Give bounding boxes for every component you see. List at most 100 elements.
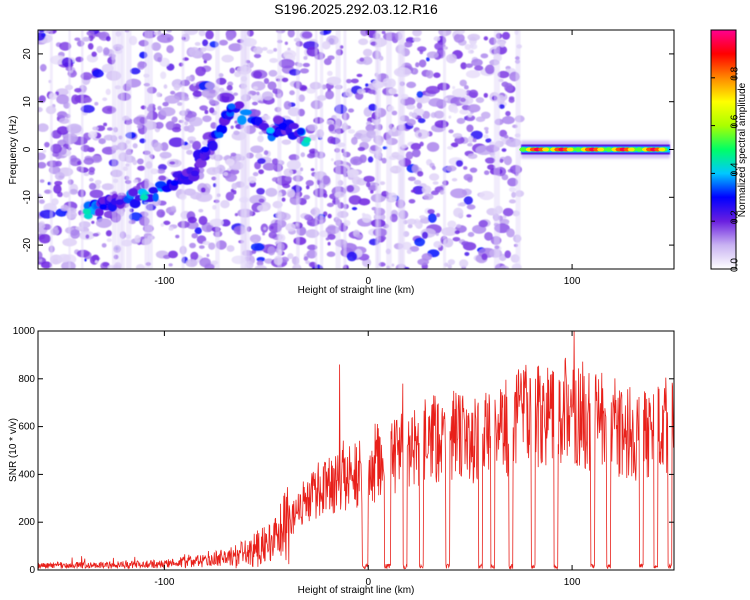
noise-blob <box>300 152 306 158</box>
noise-blob <box>257 135 264 143</box>
noise-blob <box>410 189 416 193</box>
noise-blob <box>265 187 278 197</box>
noise-stripe <box>386 30 392 269</box>
carrier-bead <box>519 147 528 152</box>
noise-blob <box>421 185 432 194</box>
noise-blob <box>470 49 474 54</box>
noise-blob <box>447 259 456 265</box>
noise-blob <box>484 64 495 75</box>
noise-blob <box>261 91 274 101</box>
ridge-peak <box>82 208 91 215</box>
noise-blob <box>306 249 318 259</box>
x-tick-label: 100 <box>564 577 581 588</box>
noise-stripe <box>144 30 149 269</box>
noise-blob <box>414 129 430 140</box>
noise-blob <box>464 251 470 257</box>
noise-blob <box>483 36 489 41</box>
noise-stripe <box>296 30 300 269</box>
noise-blob <box>60 204 69 212</box>
noise-blob <box>153 142 163 152</box>
noise-blob <box>194 227 202 235</box>
noise-blob <box>434 120 449 129</box>
noise-blob <box>80 72 93 81</box>
noise-blob <box>102 47 110 56</box>
noise-blob <box>254 264 268 269</box>
noise-blob <box>94 101 99 106</box>
x-tick-label: -100 <box>154 276 174 287</box>
noise-stripe <box>81 30 84 269</box>
noise-blob <box>156 91 161 98</box>
noise-blob <box>195 192 213 203</box>
noise-blob <box>501 174 509 181</box>
noise-blob <box>485 138 492 143</box>
noise-blob <box>351 206 358 211</box>
noise-blob <box>305 179 314 187</box>
noise-blob <box>365 83 369 87</box>
noise-blob <box>308 261 317 268</box>
noise-blob <box>502 31 511 40</box>
noise-blob <box>456 224 462 228</box>
noise-blob <box>368 185 378 192</box>
noise-blob <box>463 166 468 170</box>
noise-blob <box>465 70 481 79</box>
noise-blob <box>220 88 224 92</box>
noise-blob <box>201 222 214 233</box>
noise-blob <box>201 88 218 99</box>
ridge-blob <box>208 141 218 151</box>
noise-blob <box>159 151 172 159</box>
noise-blob <box>357 88 366 95</box>
noise-blob <box>198 30 206 37</box>
spectrogram-carrier <box>519 140 670 159</box>
noise-blob <box>39 179 45 183</box>
noise-blob <box>257 158 266 165</box>
carrier-bead <box>635 147 644 152</box>
noise-blob <box>370 189 374 194</box>
noise-stripe <box>343 30 347 269</box>
noise-blob <box>471 58 483 67</box>
noise-blob <box>325 237 330 241</box>
noise-blob <box>421 231 429 239</box>
noise-blob <box>281 197 286 202</box>
noise-blob <box>92 233 99 237</box>
noise-blob <box>225 31 235 41</box>
ridge-blob <box>129 198 141 209</box>
noise-blob <box>447 264 452 269</box>
noise-blob <box>162 101 169 107</box>
ridge-blob <box>195 158 207 169</box>
noise-blob <box>258 131 264 135</box>
noise-blob <box>303 55 308 60</box>
noise-blob <box>508 96 515 101</box>
y-tick-label: -20 <box>22 237 33 252</box>
noise-blob <box>192 140 202 151</box>
noise-blob <box>273 48 278 52</box>
noise-blob <box>171 116 178 123</box>
noise-blob <box>262 232 265 236</box>
noise-blob <box>467 142 473 147</box>
noise-blob <box>168 226 174 231</box>
colorbar: 0.0 0.2 0.4 0.6 0.8 Normalized spectral ampl… <box>710 29 748 272</box>
noise-blob <box>281 139 292 145</box>
noise-blob <box>199 257 211 268</box>
noise-blob <box>323 58 332 66</box>
noise-blob <box>53 184 62 194</box>
noise-blob <box>95 218 112 228</box>
noise-blob <box>186 149 193 155</box>
noise-blob <box>425 85 440 95</box>
noise-blob <box>278 58 295 69</box>
noise-blob <box>44 30 51 34</box>
noise-blob <box>186 220 199 230</box>
noise-blob <box>433 110 445 119</box>
carrier-peak <box>658 147 666 152</box>
noise-blob <box>160 71 167 80</box>
noise-blob <box>133 179 139 184</box>
noise-blob <box>484 127 489 131</box>
noise-blob <box>74 88 83 93</box>
noise-blob <box>367 156 374 163</box>
snr-background <box>38 331 674 570</box>
noise-stripe <box>126 30 132 269</box>
noise-blob <box>225 173 238 182</box>
noise-blob <box>423 193 434 200</box>
noise-blob <box>381 157 387 164</box>
noise-blob <box>454 230 460 235</box>
noise-blob <box>361 56 373 65</box>
